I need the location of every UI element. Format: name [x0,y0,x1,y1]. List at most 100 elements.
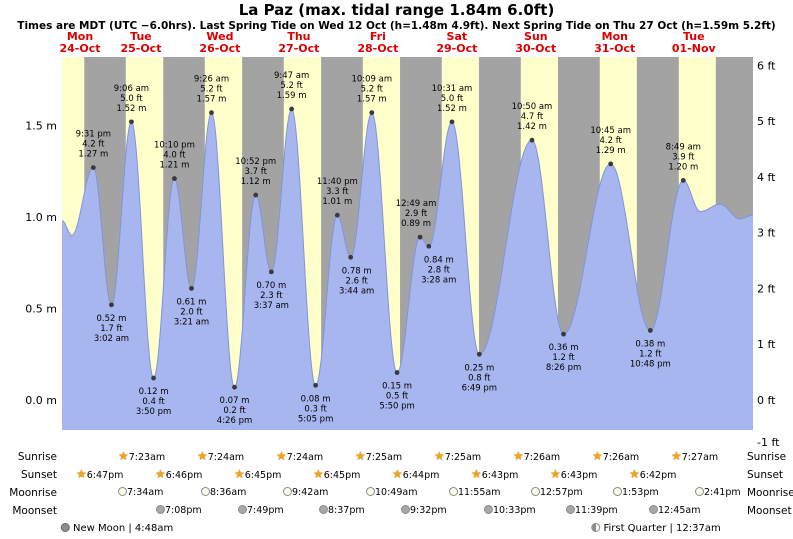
moonset-event: 10:33pm [484,505,536,516]
tide-annotation: 0.2 ft [223,406,246,416]
moon-phase-label: First Quarter | 12:37am [600,523,721,534]
tide-extreme-dot [417,234,423,240]
tide-extreme-dot [232,384,237,390]
tide-annotation: 10:52 pm [235,157,276,167]
tide-annotation: 1.52 m [437,104,467,114]
y-axis-label-m: 1.0 m [25,211,57,224]
sunrise-label-left: Sunrise [17,451,57,463]
moonset-circle-icon [238,505,247,514]
tide-area [62,109,753,430]
y-axis-label-ft: 0 ft [757,394,776,407]
tide-annotation: 4:26 pm [217,416,252,426]
day-label-date: 31-Oct [594,42,635,55]
moon-phase: First Quarter | 12:37am [591,523,721,534]
first-quarter-icon [591,523,601,532]
sunrise-time: 7:25am [365,452,403,463]
y-axis-label-ft: 5 ft [757,115,776,128]
tide-annotation: 3.9 ft [672,152,695,162]
moonrise-circle-icon [531,487,540,496]
sunset-star-icon: ★ [392,467,403,481]
sunrise-time: 7:25am [444,452,482,463]
moonrise-time: 9:42am [292,487,329,498]
tide-extreme-dot [289,106,295,112]
tide-annotation: 3:37 am [254,301,289,311]
moonset-circle-icon [566,505,575,514]
tide-extreme-dot [172,176,177,181]
sunset-time: 6:42pm [639,470,677,481]
tide-annotation: 9:31 pm [76,130,111,140]
moonrise-circle-icon [201,487,210,496]
tide-annotation: 0.38 m [635,339,665,349]
moonset-time: 8:37pm [328,505,365,516]
tide-annotation: 6:49 pm [462,383,497,393]
y-axis-label-ft: 1 ft [757,338,776,351]
moonset-time: 12:45am [658,505,701,516]
moon-phase-label: New Moon | 4:48am [69,523,174,534]
tide-annotation: 3:28 am [421,275,456,285]
tide-annotation: 0.12 m [139,387,169,397]
tide-annotation: 1.57 m [357,95,387,105]
tide-extreme-dot [394,370,400,375]
tide-annotation: 9:47 am [274,71,309,81]
sunrise-time: 7:24am [286,452,324,463]
sunset-event: ★6:44pm [392,467,439,481]
sunset-event: ★6:42pm [629,468,677,481]
moonset-event: 8:37pm [319,505,365,516]
moonrise-circle-icon [118,487,127,496]
sunrise-event: ★7:26am [513,450,560,463]
tide-extreme-dot [529,137,535,143]
moonrise-event: 1:53pm [613,487,659,498]
tide-annotation: 0.36 m [549,343,579,353]
tide-annotation: 5:50 pm [379,402,414,412]
moonset-circle-icon [156,505,165,514]
moonrise-event: 8:36am [201,487,246,498]
tide-annotation: 0.84 m [424,255,454,265]
moonrise-time: 11:55am [458,487,501,498]
page-subtitle: Times are MDT (UTC −6.0hrs). Last Spring… [17,20,776,32]
tide-annotation: 2.0 ft [180,307,203,317]
tide-extreme-dot [348,254,354,260]
moonrise-time: 7:34am [127,487,164,498]
tide-extreme-dot [680,178,686,183]
y-axis-label-m: 1.5 m [25,120,57,133]
y-axis-label-m: 0.5 m [25,303,57,316]
tide-annotation: 3:50 pm [136,407,171,417]
tide-extreme-dot [313,382,319,388]
day-label-date: 29-Oct [436,42,477,55]
moonrise-event: 9:42am [283,487,328,498]
sunset-star-icon: ★ [76,467,87,481]
y-axis-label-ft: 6 ft [757,59,776,72]
sunset-time: 6:45pm [244,470,282,481]
moonrise-event: 7:34am [118,487,163,498]
tide-extreme-dot [369,110,375,116]
sunrise-time: 7:27am [681,452,719,463]
tide-annotation: 10:45 am [590,126,631,136]
sunrise-time: 7:23am [128,452,166,463]
tide-extreme-dot [189,285,194,291]
day-label-date: 24-Oct [59,42,100,55]
tide-annotation: 1.12 m [241,177,271,187]
tide-extreme-dot [608,161,614,167]
moonrise-label-right: Moonrise [747,487,793,499]
tide-annotation: 2.3 ft [260,291,283,301]
y-axis-label-ft: 3 ft [757,227,776,240]
sunrise-event: ★7:27am [671,450,719,463]
page-title: La Paz (max. tidal range 1.84m 6.0ft) [238,1,555,19]
day-label-dow: Mon [67,30,93,43]
tide-annotation: 1.29 m [596,146,626,156]
sunset-label-left: Sunset [20,469,57,481]
y-axis-label-ft: -1 ft [757,436,780,448]
moonset-circle-icon [401,505,410,514]
day-label-dow: Fri [370,30,386,43]
tide-annotation: 0.70 m [256,281,286,291]
tide-extreme-dot [647,328,653,333]
tide-annotation: 1.42 m [517,122,547,132]
tide-annotation: 0.5 ft [386,392,409,402]
tide-annotation: 0.08 m [301,394,331,404]
sunset-event: ★6:45pm [234,467,282,481]
moonrise-event: 12:57pm [531,487,583,498]
moonset-label-left: Moonset [12,505,57,517]
tide-annotation: 1.52 m [116,104,146,114]
sunset-star-icon: ★ [234,467,245,481]
